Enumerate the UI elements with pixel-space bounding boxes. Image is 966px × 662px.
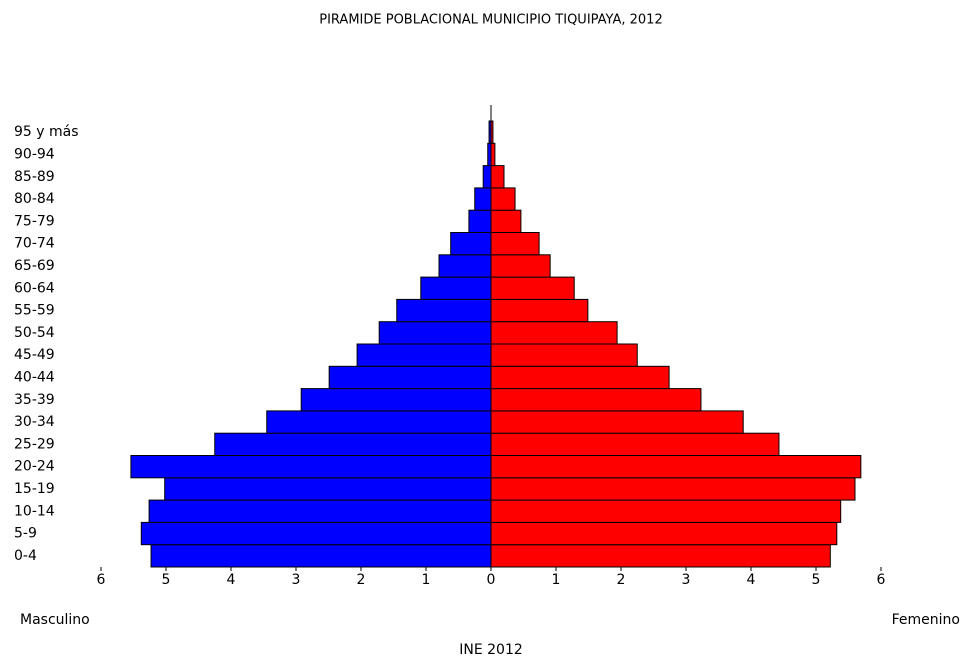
bar xyxy=(490,410,744,434)
bar xyxy=(490,232,540,256)
bar xyxy=(438,254,492,278)
x-tick-label: 4 xyxy=(227,572,236,588)
x-tick-label: 6 xyxy=(877,572,886,588)
y-tick-label: 55-59 xyxy=(14,303,55,319)
y-tick-label: 0-4 xyxy=(14,548,37,564)
y-tick-label: 40-44 xyxy=(14,369,55,385)
y-tick-label: 50-54 xyxy=(14,325,55,341)
y-tick-label: 95 y más xyxy=(14,124,79,140)
x-tick-label: 5 xyxy=(812,572,821,588)
bar xyxy=(490,321,618,345)
bar xyxy=(490,254,551,278)
x-tick-label: 5 xyxy=(162,572,171,588)
bar xyxy=(490,521,838,546)
bar xyxy=(474,187,492,211)
bar xyxy=(214,432,492,457)
bar xyxy=(490,165,505,189)
x-tick-label: 1 xyxy=(422,572,431,588)
bar xyxy=(266,410,492,434)
y-tick-label: 70-74 xyxy=(14,236,55,252)
bar xyxy=(356,343,492,367)
y-tick-label: 80-84 xyxy=(14,191,55,207)
bar xyxy=(148,499,492,523)
bar xyxy=(140,521,492,546)
y-tick-label: 15-19 xyxy=(14,481,55,497)
legend-label: Masculino xyxy=(20,612,90,628)
y-tick-label: 25-29 xyxy=(14,436,55,452)
bar xyxy=(490,343,638,367)
y-tick-label: 30-34 xyxy=(14,414,55,430)
bar xyxy=(130,455,492,479)
bar xyxy=(450,232,492,256)
bar xyxy=(490,142,496,167)
bar xyxy=(300,388,492,412)
bar xyxy=(490,477,856,501)
chart-title: PIRAMIDE POBLACIONAL MUNICIPIO TIQUIPAYA… xyxy=(319,13,662,28)
bar xyxy=(490,365,670,390)
y-tick-label: 90-94 xyxy=(14,146,55,162)
bar xyxy=(468,209,492,233)
x-axis-label: INE 2012 xyxy=(459,642,523,658)
bar xyxy=(490,276,575,300)
bar xyxy=(164,477,492,501)
bar xyxy=(420,276,492,300)
bar xyxy=(490,187,516,211)
bar xyxy=(490,455,862,479)
y-tick-label: 65-69 xyxy=(14,258,55,274)
y-tick-label: 5-9 xyxy=(14,526,37,542)
y-tick-label: 85-89 xyxy=(14,169,55,185)
bar xyxy=(490,209,522,233)
bar xyxy=(328,365,492,390)
bar xyxy=(396,298,492,323)
y-tick-label: 10-14 xyxy=(14,503,55,519)
x-tick-label: 2 xyxy=(617,572,626,588)
x-tick-label: 6 xyxy=(97,572,106,588)
bar xyxy=(150,544,492,568)
x-tick-label: 0 xyxy=(487,572,496,588)
x-tick-label: 3 xyxy=(292,572,301,588)
bar xyxy=(490,432,780,457)
x-tick-label: 4 xyxy=(747,572,756,588)
y-tick-label: 20-24 xyxy=(14,459,55,475)
bar xyxy=(378,321,492,345)
x-tick-label: 1 xyxy=(552,572,561,588)
bar xyxy=(490,544,831,568)
bar xyxy=(482,165,492,189)
x-tick-label: 3 xyxy=(682,572,691,588)
bar xyxy=(490,499,842,523)
y-tick-label: 35-39 xyxy=(14,392,55,408)
y-tick-label: 45-49 xyxy=(14,347,55,363)
legend-label: Femenino xyxy=(892,612,960,628)
bar xyxy=(490,388,702,412)
x-tick-label: 2 xyxy=(357,572,366,588)
y-tick-label: 60-64 xyxy=(14,280,55,296)
y-tick-label: 75-79 xyxy=(14,213,55,229)
bar xyxy=(490,298,589,323)
